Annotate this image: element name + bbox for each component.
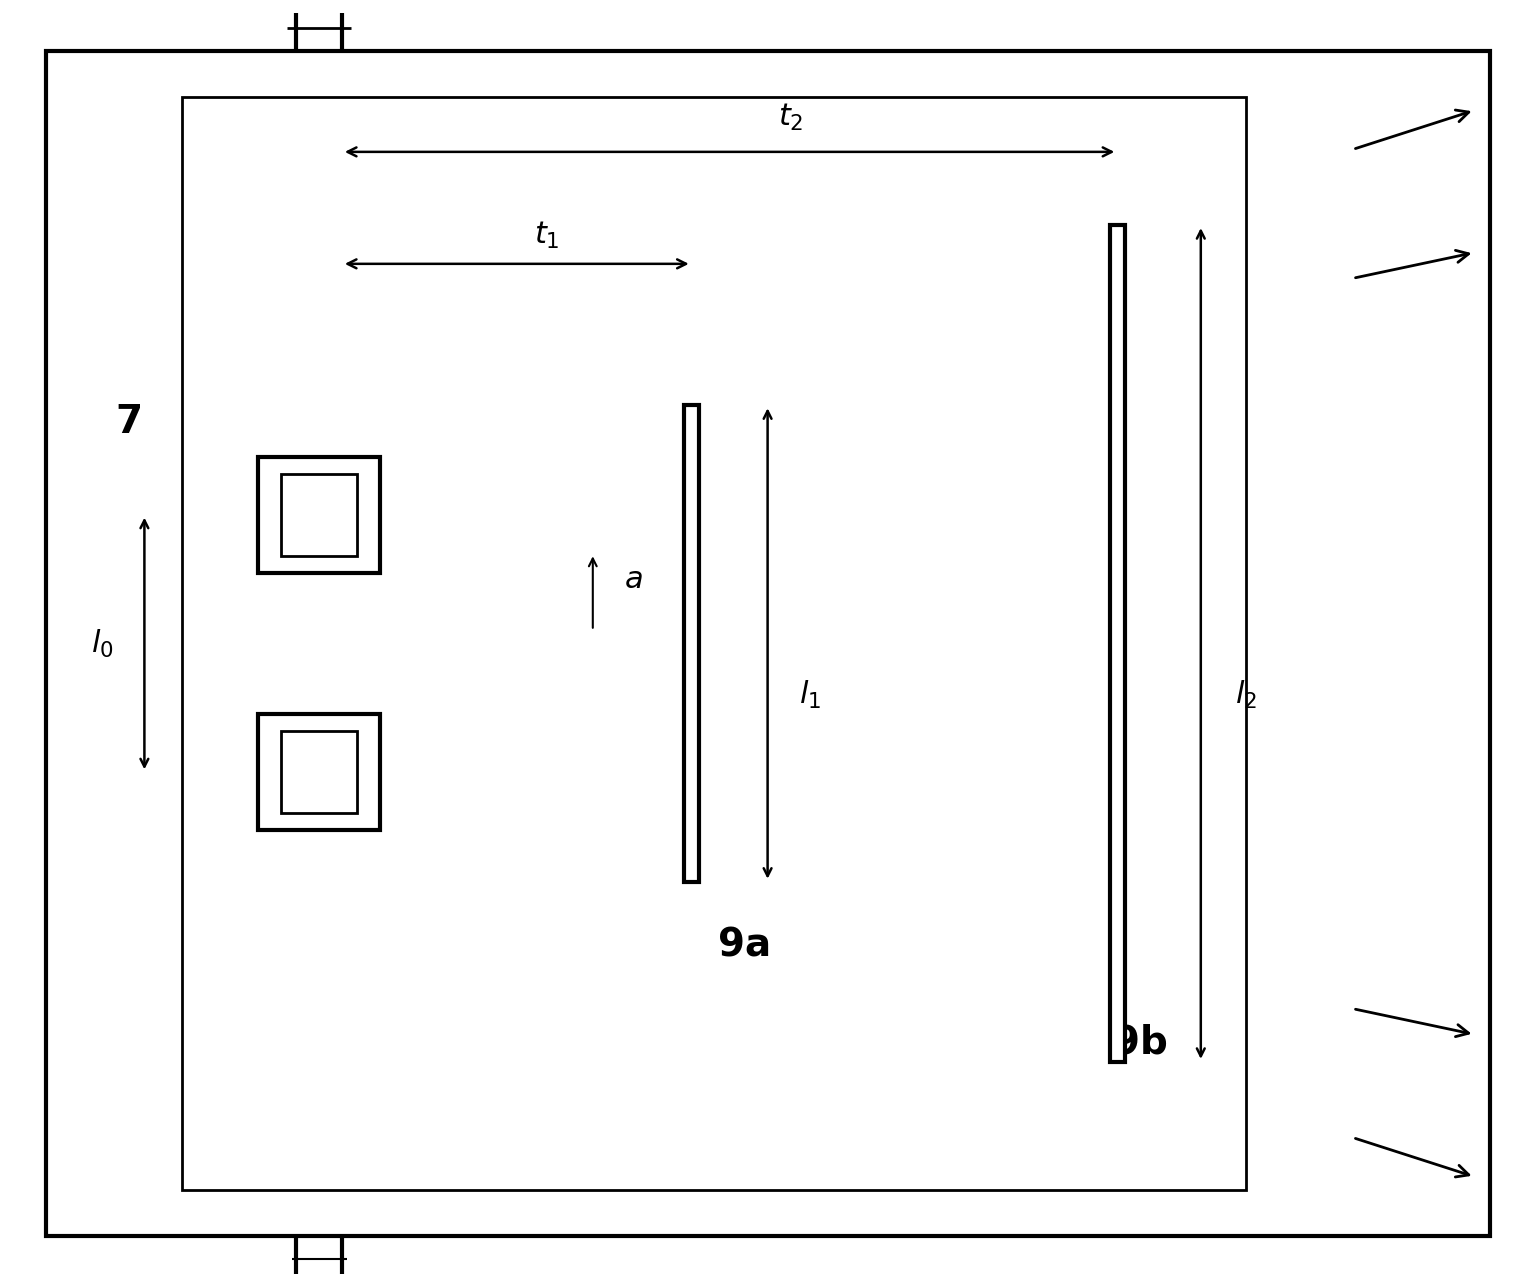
FancyBboxPatch shape <box>281 474 357 556</box>
FancyBboxPatch shape <box>46 51 1490 1236</box>
Text: $a$: $a$ <box>625 564 643 595</box>
Text: $l_0$: $l_0$ <box>91 628 112 659</box>
FancyBboxPatch shape <box>684 405 699 882</box>
Text: $t_1$: $t_1$ <box>535 220 559 251</box>
FancyBboxPatch shape <box>281 731 357 813</box>
Text: 9b: 9b <box>1113 1023 1167 1062</box>
Text: 7: 7 <box>116 403 143 441</box>
Text: $t_2$: $t_2$ <box>778 102 803 133</box>
Text: $l_1$: $l_1$ <box>800 680 821 710</box>
FancyBboxPatch shape <box>258 714 380 830</box>
Text: $l_2$: $l_2$ <box>1236 680 1257 710</box>
Text: 9a: 9a <box>719 927 771 965</box>
FancyBboxPatch shape <box>258 457 380 573</box>
FancyBboxPatch shape <box>1110 225 1125 1062</box>
FancyBboxPatch shape <box>182 97 1246 1190</box>
